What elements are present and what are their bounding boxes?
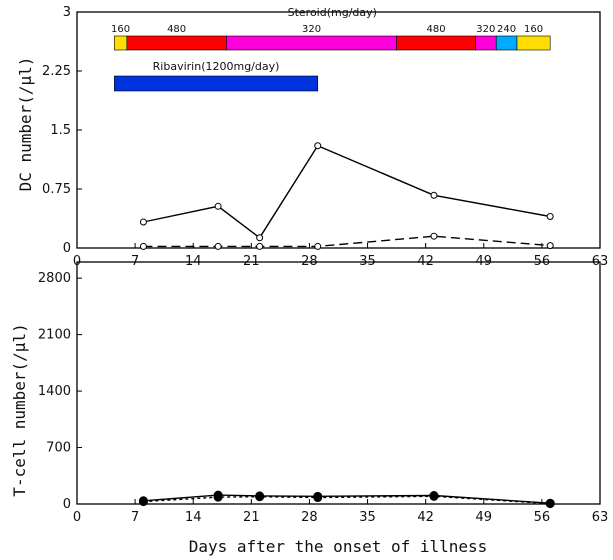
steroid-dose-segment — [226, 35, 397, 51]
dc-series-solid-point — [214, 202, 222, 210]
tcell-series-solid-line — [143, 494, 551, 504]
tcell-ylabel: T-cell number(/μl) — [10, 323, 29, 496]
steroid-title: Steroid(mg/day) — [288, 6, 377, 19]
tcell-y-tick-label: 2800 — [38, 271, 71, 286]
tcell-series-dotted-point — [429, 491, 439, 501]
dc-series-solid-point — [546, 213, 554, 221]
tcell-x-tick-label: 42 — [417, 510, 434, 525]
steroid-dose-label: 160 — [111, 24, 130, 35]
dc-series-dashed-point — [430, 232, 438, 240]
dc-series-solid-line — [143, 144, 551, 239]
tcell-y-tick-label: 700 — [46, 441, 71, 456]
ribavirin-label: Ribavirin(1200mg/day) — [153, 60, 280, 73]
dc-series-solid-point — [430, 191, 438, 199]
steroid-dose-label: 480 — [426, 24, 445, 35]
tcell-y-tick-label: 1400 — [38, 384, 71, 399]
dc-y-tick-label: 1.5 — [50, 123, 71, 138]
steroid-dose-label: 320 — [476, 24, 495, 35]
dc-ylabel: DC number(/μl) — [16, 57, 35, 192]
dc-series-solid-point — [256, 234, 264, 242]
steroid-dose-segment — [516, 35, 551, 51]
tcell-x-tick-label: 49 — [476, 510, 493, 525]
x-axis-label: Days after the onset of illness — [189, 537, 488, 556]
steroid-dose-segment — [495, 35, 518, 51]
dc-y-tick-label: 0 — [63, 241, 71, 256]
tcell-y-tick-label: 0 — [63, 497, 71, 512]
tcell-x-tick-label: 0 — [73, 510, 81, 525]
tcell-series-dotted-line — [143, 495, 551, 505]
dc-y-tick-label: 3 — [63, 5, 71, 20]
steroid-dose-label: 240 — [497, 24, 516, 35]
tcell-x-tick-label: 14 — [185, 510, 202, 525]
dc-series-dashed-point — [546, 242, 554, 250]
steroid-dose-label: 480 — [167, 24, 186, 35]
dc-series-solid-point — [314, 142, 322, 150]
dc-y-tick-label: 0.75 — [42, 182, 71, 197]
tcell-series-dotted-point — [138, 497, 148, 507]
steroid-dose-segment — [114, 35, 128, 51]
tcell-series-dotted-point — [313, 493, 323, 503]
dc-series-dashed-point — [214, 242, 222, 250]
tcell-x-tick-label: 63 — [592, 510, 609, 525]
dc-series-dashed-point — [139, 242, 147, 250]
dc-series-dashed-point — [314, 242, 322, 250]
dc-series-solid-point — [139, 218, 147, 226]
tcell-plot-frame — [76, 261, 601, 505]
steroid-dose-label: 160 — [524, 24, 543, 35]
tcell-x-tick-label: 35 — [359, 510, 376, 525]
tcell-series-dotted-point — [213, 492, 223, 502]
ribavirin-bar — [114, 75, 319, 92]
tcell-series-dotted-point — [545, 499, 555, 509]
tcell-x-tick-label: 28 — [301, 510, 318, 525]
dc-y-tick-label: 2.25 — [42, 64, 71, 79]
steroid-dose-label: 320 — [302, 24, 321, 35]
steroid-dose-segment — [126, 35, 227, 51]
treatment-annotations: 160 480 320 480 320 240 160Steroid(mg/day)Riba… — [111, 6, 551, 92]
tcell-x-tick-label: 7 — [131, 510, 139, 525]
dc-series-dashed-point — [256, 242, 264, 250]
steroid-dose-segment — [396, 35, 476, 51]
tcell-series-dotted-point — [255, 492, 265, 502]
steroid-dose-segment — [475, 35, 497, 51]
tcell-x-tick-label: 56 — [534, 510, 551, 525]
dc-series-dashed-line — [143, 235, 551, 248]
tcell-x-tick-label: 21 — [243, 510, 260, 525]
tcell-y-tick-label: 2100 — [38, 328, 71, 343]
